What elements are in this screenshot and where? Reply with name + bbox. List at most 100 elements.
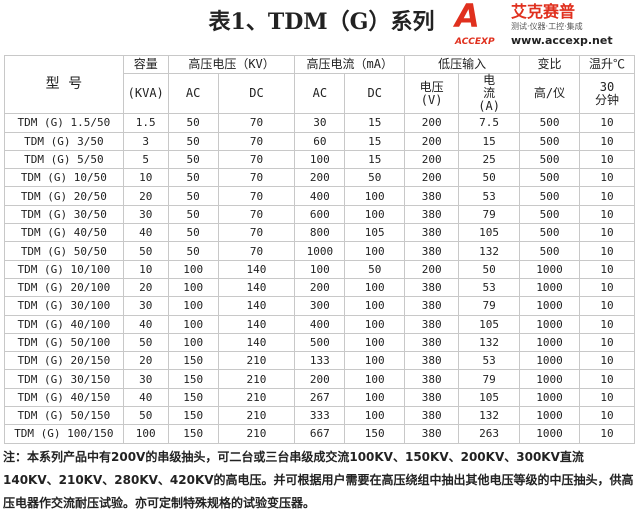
header-hc-dc: DC (344, 73, 406, 115)
table-cell: 100 (344, 406, 406, 426)
table-row: TDM (G) 20/100 20 100 140 200 100 380 53 1000 10 (4, 277, 636, 298)
table-row: TDM (G) 5/50 5 50 70 100 15 200 25 500 10 (4, 149, 636, 170)
cell-model: TDM (G) 30/100 (4, 296, 124, 316)
table-cell: 132 (458, 241, 521, 261)
cell-model: TDM (G) 1.5/50 (4, 113, 124, 133)
watermark-logo: A ACCEXP 艾克赛普 测试·仪器·工控·集成 www.accexp.net (455, 0, 641, 50)
table-cell: 800 (294, 223, 346, 243)
table-cell: 210 (217, 351, 296, 371)
header-hc-ac: AC (294, 73, 346, 115)
table-cell: 5 (122, 149, 169, 170)
table-cell: 100 (344, 241, 406, 261)
table-cell: 1000 (519, 424, 580, 444)
table-row: TDM (G) 3/50 3 50 70 60 15 200 15 500 10 (4, 131, 636, 151)
table-cell: 200 (404, 259, 460, 279)
table-cell: 105 (458, 223, 521, 243)
table-cell: 10 (578, 351, 636, 371)
cell-model: TDM (G) 20/100 (4, 277, 124, 298)
header-lv-input: 低压输入 (404, 54, 521, 75)
cell-model: TDM (G) 50/100 (4, 332, 124, 353)
table-row: TDM (G) 50/100 50 100 140 500 100 380 132 1000 10 (4, 332, 636, 353)
table-cell: 20 (122, 277, 169, 298)
table-cell: 50 (458, 168, 521, 188)
table-cell: 15 (344, 149, 406, 170)
table-cell: 132 (458, 406, 521, 426)
table-cell: 70 (217, 131, 296, 151)
table-cell: 380 (404, 351, 460, 371)
table-cell: 500 (519, 113, 580, 133)
table-cell: 1000 (519, 387, 580, 408)
table-row: TDM (G) 10/50 10 50 70 200 50 200 50 500 10 (4, 168, 636, 188)
table-cell: 500 (294, 332, 346, 353)
table-cell: 79 (458, 204, 521, 225)
table-cell: 50 (167, 241, 219, 261)
table-row: TDM (G) 1.5/50 1.5 50 70 30 15 200 7.5 500 10 (4, 113, 636, 133)
table-cell: 200 (404, 131, 460, 151)
table-cell: 10 (578, 369, 636, 389)
table-cell: 100 (344, 332, 406, 353)
table-cell: 100 (344, 369, 406, 389)
table-row: TDM (G) 50/150 50 150 210 333 100 380 132 1000 10 (4, 406, 636, 426)
table-cell: 1000 (294, 241, 346, 261)
cell-model: TDM (G) 50/150 (4, 406, 124, 426)
table-cell: 380 (404, 204, 460, 225)
table-cell: 70 (217, 168, 296, 188)
table-cell: 400 (294, 314, 346, 334)
table-cell: 667 (294, 424, 346, 444)
table-cell: 40 (122, 387, 169, 408)
table-cell: 100 (294, 149, 346, 170)
table-cell: 10 (578, 131, 636, 151)
table-cell: 200 (404, 168, 460, 188)
table-cell: 133 (294, 351, 346, 371)
table-cell: 200 (294, 168, 346, 188)
table-cell: 100 (344, 186, 406, 206)
header-hv-current: 高压电流（mA） (294, 54, 406, 75)
table-row: TDM (G) 10/100 10 100 140 100 50 200 50 1000 10 (4, 259, 636, 279)
table-cell: 30 (122, 369, 169, 389)
table-cell: 500 (519, 204, 580, 225)
table-row: TDM (G) 30/50 30 50 70 600 100 380 79 500 10 (4, 204, 636, 225)
table-cell: 500 (519, 241, 580, 261)
table-cell: 60 (294, 131, 346, 151)
table-cell: 1000 (519, 406, 580, 426)
table-cell: 100 (167, 314, 219, 334)
table-cell: 100 (344, 204, 406, 225)
table-cell: 1000 (519, 369, 580, 389)
table-cell: 200 (404, 149, 460, 170)
table-cell: 380 (404, 241, 460, 261)
table-cell: 40 (122, 223, 169, 243)
table-cell: 10 (578, 296, 636, 316)
table-cell: 40 (122, 314, 169, 334)
table-cell: 100 (344, 314, 406, 334)
table-cell: 15 (344, 113, 406, 133)
header-capacity: 容量 (122, 54, 169, 75)
table-cell: 100 (344, 387, 406, 408)
cell-model: TDM (G) 30/150 (4, 369, 124, 389)
table-cell: 50 (167, 113, 219, 133)
table-cell: 100 (294, 259, 346, 279)
table-cell: 10 (578, 168, 636, 188)
table-cell: 70 (217, 113, 296, 133)
table-cell: 267 (294, 387, 346, 408)
table-cell: 380 (404, 277, 460, 298)
cell-model: TDM (G) 3/50 (4, 131, 124, 151)
cell-model: TDM (G) 40/50 (4, 223, 124, 243)
table-cell: 50 (167, 131, 219, 151)
table-row: TDM (G) 30/150 30 150 210 200 100 380 79 1000 10 (4, 369, 636, 389)
cell-model: TDM (G) 100/150 (4, 424, 124, 444)
table-cell: 380 (404, 406, 460, 426)
table-cell: 10 (122, 168, 169, 188)
table-cell: 3 (122, 131, 169, 151)
table-cell: 500 (519, 186, 580, 206)
cell-model: TDM (G) 20/50 (4, 186, 124, 206)
table-cell: 100 (344, 351, 406, 371)
cell-model: TDM (G) 20/150 (4, 351, 124, 371)
table-cell: 50 (122, 241, 169, 261)
table-cell: 150 (167, 424, 219, 444)
table-cell: 210 (217, 424, 296, 444)
logo-text: ACCEXP (455, 37, 495, 47)
table-cell: 53 (458, 186, 521, 206)
table-cell: 100 (167, 277, 219, 298)
table-cell: 132 (458, 332, 521, 353)
table-cell: 105 (344, 223, 406, 243)
